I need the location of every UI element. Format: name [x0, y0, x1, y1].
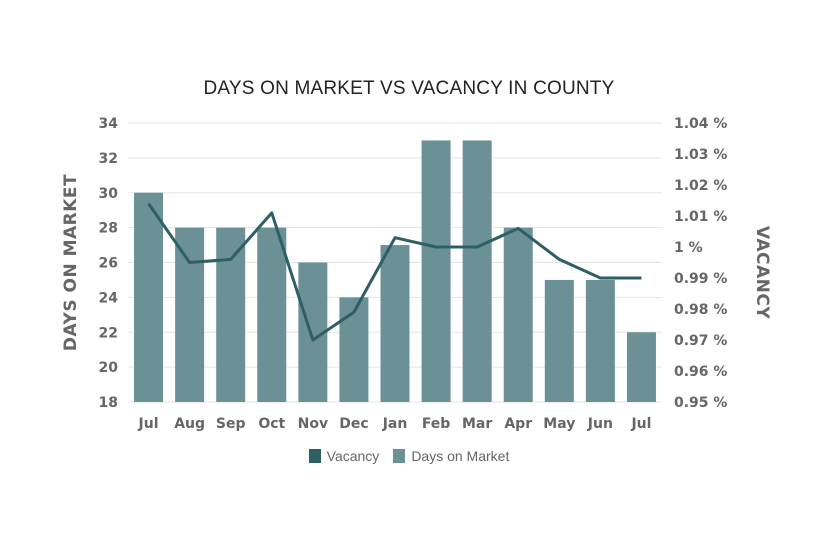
y2-tick-label: 0.97 %	[674, 333, 727, 349]
y-tick-label: 30	[99, 186, 119, 202]
y2-tick-label: 0.99 %	[674, 271, 727, 287]
x-tick-label: Oct	[258, 416, 285, 432]
vacancy-line	[147, 202, 642, 342]
y2-tick-label: 1.02 %	[674, 178, 727, 194]
bar	[380, 245, 410, 402]
y2-tick-label: 0.98 %	[674, 302, 727, 318]
legend-item-days-on-market[interactable]: Days on Market	[393, 448, 509, 464]
x-tick-label: Feb	[422, 416, 451, 432]
y-tick-label: 32	[99, 151, 118, 167]
bar	[585, 279, 615, 402]
bar	[134, 192, 164, 402]
y2-tick-label: 0.96 %	[674, 364, 727, 380]
x-tick-label: Jan	[382, 416, 408, 432]
x-tick-label: May	[543, 416, 575, 432]
y-tick-label: 26	[99, 256, 118, 272]
y-tick-label: 20	[99, 360, 119, 376]
y2-tick-label: 1.01 %	[674, 209, 727, 225]
y-axis-title: DAYS ON MARKET	[61, 174, 81, 351]
bar	[462, 140, 492, 402]
chart-title: DAYS ON MARKET VS VACANCY IN COUNTY	[203, 78, 615, 99]
bar	[544, 279, 574, 402]
x-tick-label: Mar	[462, 416, 492, 432]
legend-label-days-on-market: Days on Market	[411, 448, 510, 464]
y2-tick-label: 1 %	[674, 240, 703, 256]
x-tick-label: Dec	[339, 416, 368, 432]
y-tick-label: 22	[99, 325, 118, 341]
x-tick-label: Sep	[216, 416, 246, 432]
bar	[216, 227, 246, 402]
bar	[175, 227, 205, 402]
legend: Vacancy Days on Market	[0, 448, 818, 464]
bar	[257, 227, 287, 402]
legend-label-vacancy: Vacancy	[326, 448, 380, 464]
bar	[503, 227, 533, 402]
y-tick-label: 24	[99, 290, 119, 306]
x-tick-label: Nov	[298, 416, 328, 432]
y2-tick-label: 1.03 %	[674, 147, 727, 163]
bar	[421, 140, 451, 402]
y2-axis-title: VACANCY	[752, 226, 772, 319]
bar	[626, 332, 656, 402]
x-tick-label: Jul	[630, 416, 651, 432]
y2-tick-label: 0.95 %	[674, 395, 727, 411]
y2-tick-label: 1.04 %	[674, 116, 727, 132]
legend-item-vacancy[interactable]: Vacancy	[308, 448, 380, 464]
x-tick-label: Jun	[587, 416, 613, 432]
y-tick-label: 34	[99, 116, 119, 132]
x-tick-label: Jul	[138, 416, 159, 432]
x-tick-label: Apr	[504, 416, 532, 432]
legend-swatch-days-on-market	[393, 449, 406, 463]
y-tick-label: 18	[99, 395, 118, 411]
bar	[339, 297, 369, 402]
y-tick-label: 28	[99, 221, 118, 237]
x-tick-label: Aug	[174, 416, 205, 432]
legend-swatch-vacancy	[308, 449, 321, 463]
